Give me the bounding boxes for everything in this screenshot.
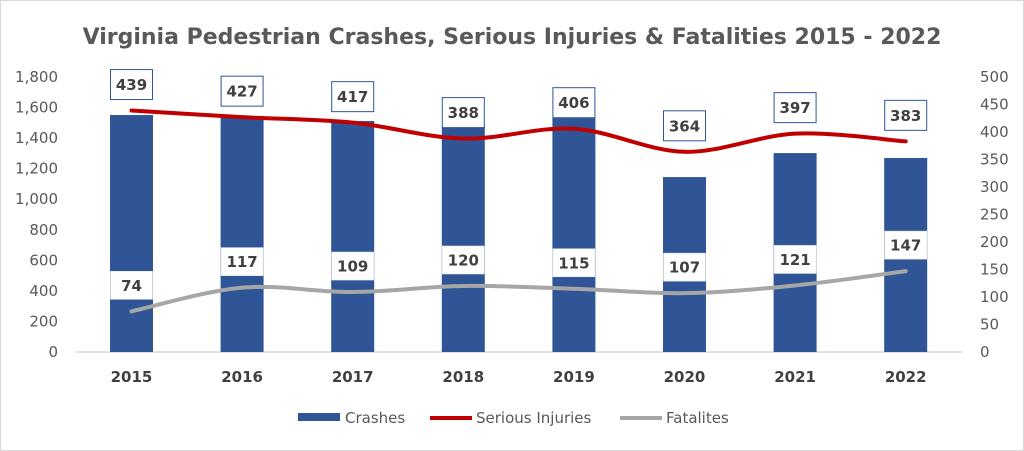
left-axis: 0 200 400 600 800 1,000 1,200 1,400 1,600 1,800: [15, 68, 58, 361]
serious-injuries-line: [129, 108, 908, 154]
x-axis-tick: 2020: [664, 368, 706, 386]
left-axis-tick: 1,000: [15, 190, 58, 208]
chart-title: Virginia Pedestrian Crashes, Serious Inj…: [83, 25, 942, 50]
serious-injuries-label-box: [441, 97, 485, 129]
right-axis-tick: 200: [980, 233, 1009, 251]
fatalities-label-box: [441, 245, 485, 275]
serious-injuries-label-box: [884, 99, 928, 131]
left-axis-tick: 0: [48, 343, 58, 361]
fatalities-line: [129, 269, 908, 314]
fatalities-label-2020: 107: [669, 259, 700, 277]
x-axis-tick: 2021: [774, 368, 816, 386]
fatalities-label-box: [884, 230, 928, 260]
serious-injuries-label-box: [110, 69, 153, 101]
serious-injuries-label-box: [220, 75, 264, 107]
fatalities-label-box: [331, 251, 375, 281]
serious-injuries-label-2018: 388: [448, 104, 479, 122]
x-axis-tick: 2018: [442, 368, 484, 386]
x-axis-tick: 2015: [111, 368, 153, 386]
data-labels: 439 427 417 388 406 364 397 383 74 117 109 120 115 10…: [110, 69, 928, 300]
legend: Crashes Serious Injuries Fatalites: [298, 409, 729, 427]
fatalities-label-box: [552, 248, 596, 278]
left-axis-tick: 200: [29, 312, 58, 330]
legend-label-fatalities: Fatalites: [666, 409, 729, 427]
left-axis-tick: 400: [29, 282, 58, 300]
right-axis-tick: 450: [980, 96, 1009, 114]
serious-injuries-label-2019: 406: [558, 94, 589, 112]
fatalities-label-box: [110, 270, 153, 300]
x-axis-tick: 2022: [885, 368, 927, 386]
x-axis-tick: 2016: [221, 368, 263, 386]
serious-injuries-label-2022: 383: [890, 107, 921, 125]
fatalities-label-2018: 120: [448, 252, 479, 270]
serious-injuries-label-box: [773, 92, 817, 124]
legend-swatch-crashes: [298, 413, 340, 421]
fatalities-label-2019: 115: [558, 254, 589, 272]
fatalities-label-2016: 117: [226, 253, 257, 271]
legend-label-serious-injuries: Serious Injuries: [476, 409, 592, 427]
x-axis-tick: 2019: [553, 368, 595, 386]
right-axis-tick: 0: [980, 343, 990, 361]
right-axis-tick: 150: [980, 261, 1009, 279]
x-axis-ticks: 2015 2016 2017 2018 2019 2020 2021 2022: [111, 368, 927, 386]
bar-crashes-2016: [220, 115, 264, 352]
right-axis-tick: 400: [980, 123, 1009, 141]
right-axis-tick: 50: [980, 316, 999, 334]
left-axis-tick: 800: [29, 221, 58, 239]
fatalities-label-box: [663, 252, 706, 282]
crashes-bars: [110, 115, 928, 353]
bar-crashes-2017: [331, 121, 375, 352]
serious-injuries-label-2017: 417: [337, 88, 368, 106]
line-series: [129, 108, 908, 314]
left-axis-tick: 600: [29, 251, 58, 269]
fatalities-label-2022: 147: [890, 237, 921, 255]
serious-injuries-label-2015: 439: [116, 76, 147, 94]
bar-crashes-2018: [441, 124, 485, 352]
right-axis-tick: 350: [980, 151, 1009, 169]
left-axis-tick: 1,400: [15, 129, 58, 147]
bar-crashes-2019: [552, 118, 596, 352]
right-axis: 0 50 100 150 200 250 300 350 400 450 500: [980, 68, 1009, 361]
legend-label-crashes: Crashes: [345, 409, 405, 427]
serious-injuries-label-2020: 364: [669, 117, 700, 135]
fatalities-label-box: [220, 247, 264, 276]
serious-injuries-label-box: [552, 87, 596, 119]
serious-injuries-label-2016: 427: [226, 83, 257, 101]
right-axis-tick: 100: [980, 288, 1009, 306]
fatalities-label-2015: 74: [121, 277, 142, 295]
serious-injuries-label-box: [663, 110, 706, 142]
fatalities-label-2021: 121: [779, 251, 810, 269]
serious-injuries-label-box: [331, 81, 375, 113]
right-axis-tick: 250: [980, 206, 1009, 224]
bar-crashes-2015: [110, 115, 153, 353]
serious-injuries-label-2021: 397: [779, 99, 810, 117]
fatalities-label-box: [773, 245, 817, 274]
left-axis-tick: 1,800: [15, 68, 58, 86]
left-axis-tick: 1,200: [15, 160, 58, 178]
left-axis-tick: 1,600: [15, 99, 58, 117]
fatalities-label-2017: 109: [337, 258, 368, 276]
right-axis-tick: 300: [980, 178, 1009, 196]
right-axis-tick: 500: [980, 68, 1009, 86]
x-axis-tick: 2017: [332, 368, 374, 386]
